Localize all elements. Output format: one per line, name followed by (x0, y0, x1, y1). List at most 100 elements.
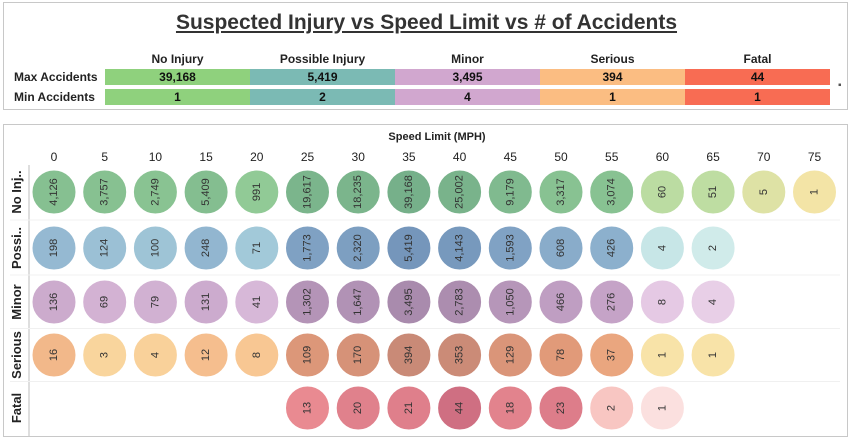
bubble (183, 169, 229, 215)
bubble-label: 21 (403, 402, 415, 414)
bubble-chart-panel: Speed Limit (MPH) 0 5 10 15 20 25 30 35 40 45 50 55 6… (3, 124, 848, 437)
bubble-label: 8 (251, 352, 263, 358)
bubble-chart: Speed Limit (MPH)0 5 10 15 20 25 30 35 40 45 50 55 6… (9, 131, 840, 436)
bubble-label: 3,317 (555, 178, 567, 206)
summary-cell: 44 (685, 69, 830, 85)
bubble (690, 279, 736, 325)
bubble (589, 279, 635, 325)
bubble-label: 5 (758, 189, 770, 195)
page-title: Suspected Injury vs Speed Limit vs # of … (175, 11, 678, 34)
bubble (82, 332, 128, 378)
bubble (183, 279, 229, 325)
x-tick-label: 20 (250, 150, 264, 164)
bubble-label: 60 (656, 186, 668, 198)
bubble (589, 385, 635, 431)
bubble (285, 169, 330, 215)
bubble-label: 18,235 (352, 175, 364, 209)
bubble-label: 608 (555, 239, 567, 257)
x-tick-label: 10 (149, 150, 163, 164)
bubble-label: 198 (48, 239, 60, 257)
bubble (437, 169, 483, 215)
bubble-label: 4 (656, 245, 668, 251)
summary-cell: 1 (685, 89, 830, 105)
summary-cell: 394 (540, 69, 685, 85)
bubble-label: 1 (656, 405, 668, 411)
bubble (132, 225, 178, 271)
bubble (437, 332, 483, 378)
x-tick-label: 60 (656, 150, 670, 164)
bubble-label: 23 (555, 402, 567, 414)
bubble-label: 37 (606, 349, 618, 361)
bubble (487, 225, 533, 271)
bubble-label: 394 (403, 346, 415, 364)
x-tick-label: 65 (706, 150, 720, 164)
x-tick-label: 30 (352, 150, 366, 164)
bubble-label: 4,143 (454, 234, 466, 262)
summary-cell: 39,168 (105, 69, 250, 85)
bubble (639, 279, 685, 325)
summary-header-3: Serious (590, 52, 635, 66)
bubble (183, 225, 229, 271)
x-tick-label: 25 (301, 150, 315, 164)
bubble-label: 1,593 (504, 234, 516, 262)
bubble (335, 225, 381, 271)
bubble (538, 385, 584, 431)
x-tick-label: 70 (757, 150, 771, 164)
bubble (386, 385, 432, 431)
bubble (589, 169, 635, 215)
bubble-label: 129 (504, 346, 516, 364)
bubble-label: 20 (352, 402, 364, 414)
bubble (437, 279, 483, 325)
bubble (132, 279, 178, 325)
bubble (690, 332, 736, 378)
bubble-label: 16 (48, 349, 60, 361)
bubble (538, 332, 584, 378)
bubble (285, 225, 330, 271)
bubble-label: 4,126 (48, 178, 60, 206)
bubble-label: 5,409 (200, 178, 212, 206)
bubble (31, 279, 77, 325)
bubble (234, 169, 280, 215)
bubble-label: 69 (99, 296, 111, 308)
bubble (639, 332, 685, 378)
bubble-label: 12 (200, 349, 212, 361)
bubble-label: 1 (707, 352, 719, 358)
bubble (285, 279, 330, 325)
bubble-label: 353 (454, 346, 466, 364)
summary-cell: 5,419 (250, 69, 395, 85)
bubble-label: 1,647 (352, 288, 364, 316)
bubble-label: 124 (99, 239, 111, 257)
bubble-label: 25,002 (454, 175, 466, 209)
bubble-label: 3,495 (403, 288, 415, 316)
bubble (487, 279, 533, 325)
summary-cell: 4 (395, 89, 540, 105)
bubble-label: 79 (149, 296, 161, 308)
bubble (386, 225, 432, 271)
bubble (31, 225, 77, 271)
bubble-label: 1 (809, 189, 821, 195)
x-tick-label: 0 (51, 150, 58, 164)
bubble (82, 169, 128, 215)
bubble (589, 332, 635, 378)
x-tick-label: 45 (504, 150, 518, 164)
bubble (132, 332, 178, 378)
bubble-label: 13 (302, 402, 314, 414)
bubble (82, 279, 128, 325)
x-tick-label: 55 (605, 150, 619, 164)
bubble (639, 385, 685, 431)
row-label: Serious (9, 331, 24, 379)
bubble-label: 426 (606, 239, 618, 257)
bubble (335, 279, 381, 325)
bubble-label: 3 (99, 352, 111, 358)
bubble-label: 9,179 (504, 178, 516, 206)
bubble (335, 169, 381, 215)
bubble-label: 2,320 (352, 234, 364, 262)
bubble (639, 169, 685, 215)
bubble (234, 225, 280, 271)
bubble-label: 3,074 (606, 178, 618, 206)
bubble (31, 169, 77, 215)
bubble-label: 170 (352, 346, 364, 364)
bubble-label: 131 (200, 293, 212, 311)
bubble-label: 78 (555, 349, 567, 361)
bubble-label: 41 (251, 296, 263, 308)
